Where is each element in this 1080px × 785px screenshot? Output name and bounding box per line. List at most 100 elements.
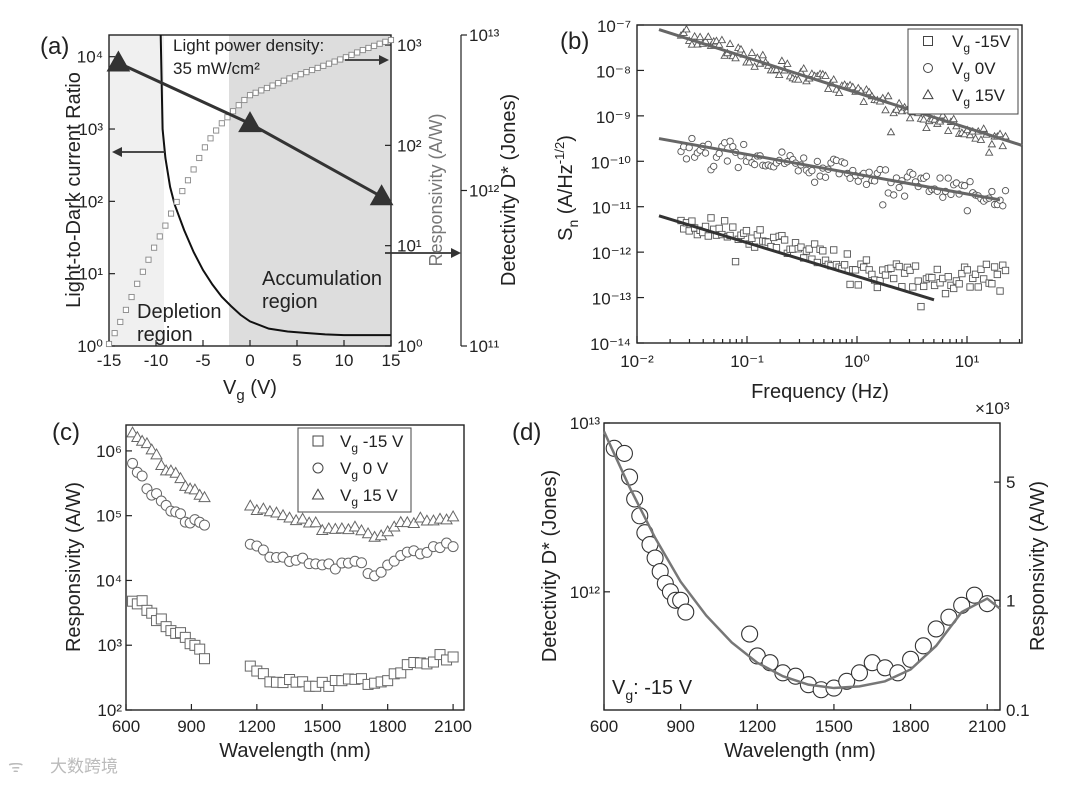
- panel-a-arrow-right-head: [379, 55, 389, 65]
- panel-d-fit-curve: [602, 430, 1001, 690]
- panel-d-point: [965, 586, 984, 604]
- panel-b-point-2: [995, 129, 1005, 138]
- panel-d-label: (d): [512, 419, 541, 446]
- panel-c-point-2: [348, 520, 362, 532]
- panel-b-point-1: [890, 191, 898, 199]
- panel-b-point-2: [971, 134, 980, 142]
- panel-b-legend-label-0: Vg -15V: [952, 32, 1011, 55]
- panel-a-right1-tick-label: 10²: [397, 136, 422, 155]
- panel-a-responsivity-point: [354, 49, 361, 56]
- panel-b-point-1: [963, 207, 971, 215]
- panel-d-data: [602, 430, 1001, 699]
- panel-b-point-0: [810, 240, 819, 248]
- panel-a-responsivity-point: [269, 82, 276, 89]
- panel-a-left-ticks: 10⁰ 10¹ 10² 10³ 10⁴: [77, 48, 115, 356]
- panel-c-x-tick-label: 2100: [434, 717, 472, 736]
- panel-c-point-1: [356, 557, 368, 569]
- panel-b-point-2: [922, 123, 931, 132]
- panel-b-point-1: [821, 173, 830, 181]
- panel-c-data: [126, 426, 460, 692]
- panel-c-point-2: [174, 471, 187, 484]
- panel-b-point-2: [960, 129, 969, 138]
- watermark-text: 大数跨境: [50, 757, 118, 777]
- panel-a-responsivity-point: [382, 38, 389, 45]
- watermark-icon: ᯤ: [8, 757, 24, 777]
- panel-b-point-0: [729, 223, 737, 231]
- panel-b-point-1: [688, 134, 696, 143]
- panel-b-point-0: [928, 274, 936, 282]
- panel-d-point: [741, 625, 759, 643]
- panel-d-vg-annotation-value: : -15 V: [633, 677, 693, 699]
- panel-b-point-0: [963, 266, 971, 274]
- panel-b-point-2: [949, 114, 958, 123]
- panel-b-point-0: [887, 264, 895, 272]
- panel-a-responsivity-point: [365, 44, 372, 51]
- panel-b-point-2: [943, 126, 953, 134]
- panel-b-point-0: [933, 265, 941, 274]
- panel-b-point-2: [747, 48, 757, 56]
- panel-a-responsivity-point: [156, 233, 163, 240]
- panel-b-x-ticks: 10⁻² 10⁻¹ 10⁰ 10¹: [620, 336, 1021, 371]
- panel-a-responsivity-point: [320, 62, 327, 69]
- panel-a-shade-depletion: [109, 35, 164, 346]
- panel-b-point-1: [999, 202, 1007, 210]
- panel-b-label: (b): [560, 28, 589, 55]
- panel-b-point-0: [854, 281, 862, 289]
- panel-c-point-0: [356, 673, 368, 685]
- panel-b-point-1: [944, 174, 952, 182]
- panel-b-point-2: [736, 44, 746, 53]
- panel-a-x-tick-label: 5: [292, 351, 301, 370]
- panel-b-point-0: [731, 257, 740, 266]
- panel-b-point-0: [966, 283, 974, 291]
- panel-b-y-tick-label: 10⁻¹¹: [592, 199, 632, 218]
- panel-b-point-2: [777, 56, 787, 64]
- panel-d-plot-frame: [603, 422, 1001, 711]
- panel-c-point-2: [154, 458, 168, 471]
- panel-a-x-tick-label: -15: [97, 351, 122, 370]
- panel-a-left-tick-label: 10³: [78, 120, 103, 139]
- panel-d-right-tick-label: 5: [1006, 473, 1015, 492]
- panel-b-point-0: [851, 266, 860, 274]
- panel-a-x-ticks: -15 -10 -5 0 5 10 15: [97, 340, 400, 370]
- panel-a-responsivity-point: [105, 340, 113, 348]
- panel-b-point-2: [892, 105, 901, 113]
- panel-a-responsivity-point: [246, 92, 254, 99]
- panel-b-y-title-sub: n: [565, 220, 581, 228]
- panel-b-point-2: [772, 65, 781, 73]
- panel-b-point-0: [862, 256, 871, 264]
- panel-b-point-1: [922, 172, 931, 180]
- panel-c-point-2: [414, 511, 427, 523]
- panel-b-y-tick-label: 10⁻⁷: [597, 17, 631, 36]
- panel-a-responsivity-point: [258, 87, 265, 94]
- panel-d-x-tick-label: 1200: [738, 717, 776, 736]
- panel-b-point-2: [848, 82, 858, 91]
- panel-a-responsivity-point: [292, 73, 299, 80]
- panel-b-point-2: [938, 110, 948, 119]
- panel-c-y-tick-label: 10³: [97, 636, 122, 655]
- panel-d-vg-annotation-v: V: [612, 677, 626, 699]
- panel-b-point-1: [794, 167, 802, 175]
- panel-b-y-ticks: 10⁻¹⁴ 10⁻¹³ 10⁻¹² 10⁻¹¹ 10⁻¹⁰ 10⁻⁹ 10⁻⁸ 10⁻⁷: [590, 17, 644, 354]
- panel-b-point-0: [909, 283, 917, 291]
- panel-a-x-title-unit: (V): [245, 377, 277, 399]
- panel-a-responsivity-point: [308, 66, 316, 74]
- panel-c-legend-marker-2: [311, 488, 325, 500]
- panel-d-point: [927, 620, 945, 638]
- panel-c-point-0: [447, 651, 459, 663]
- panel-d-left-tick-label: 10¹³: [570, 414, 601, 433]
- panel-b-x-tick-label: 10⁻²: [620, 352, 654, 371]
- panel-b-legend-marker-0: [923, 36, 933, 46]
- panel-a-left-tick-label: 10¹: [78, 265, 103, 284]
- panel-b-x-tick-label: 10⁰: [844, 352, 870, 371]
- panel-a-arrow-right2-head: [451, 248, 461, 258]
- panel-b-point-0: [971, 270, 980, 278]
- panel-c-point-2: [407, 516, 421, 529]
- panel-a-responsivity-point: [173, 198, 180, 205]
- panel-a-detectivity-point: [238, 111, 262, 133]
- panel-b-point-2: [886, 127, 896, 136]
- panel-b-x-tick-label: 10¹: [955, 352, 980, 371]
- panel-b-point-2: [919, 114, 928, 123]
- panel-c-point-0: [199, 653, 211, 665]
- panel-c-point-1: [136, 470, 148, 482]
